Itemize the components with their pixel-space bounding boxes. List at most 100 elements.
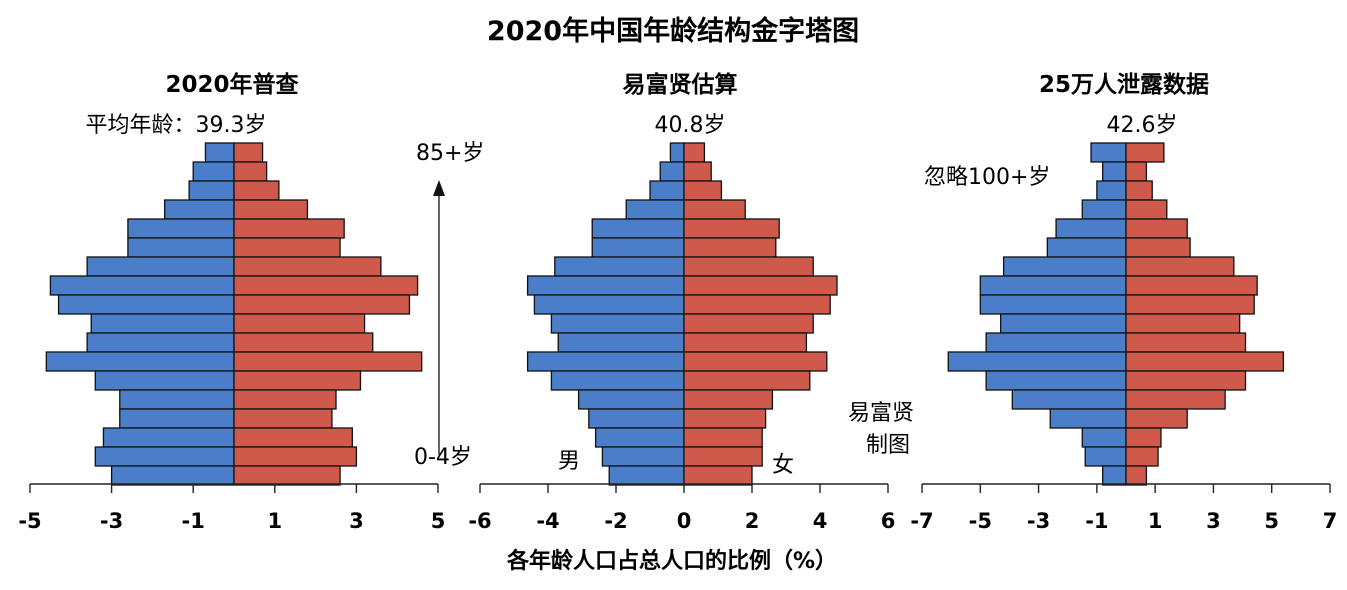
bar-male-8 bbox=[533, 294, 685, 315]
x-tick-label: 5 bbox=[1264, 509, 1279, 533]
bar-female-8 bbox=[1125, 294, 1255, 315]
bar-female-1 bbox=[1125, 161, 1148, 182]
bar-female-12 bbox=[1125, 370, 1247, 391]
bar-male-13 bbox=[119, 389, 235, 410]
x-tick-label: -3 bbox=[100, 509, 123, 533]
bar-male-3 bbox=[625, 199, 685, 220]
female-label: 女 bbox=[772, 453, 794, 478]
panel-title: 2020年普查 bbox=[165, 71, 298, 98]
bar-male-16 bbox=[94, 446, 235, 467]
age-arrow-head-icon bbox=[433, 180, 445, 196]
bar-female-9 bbox=[233, 313, 366, 334]
bar-male-7 bbox=[49, 275, 235, 296]
bar-female-0 bbox=[233, 142, 264, 163]
pyramid-panel-2: 易富贤估算 40.8岁 -6 -4 -2 0 2 4 6 bbox=[468, 71, 895, 533]
bar-female-0 bbox=[1125, 142, 1165, 163]
bar-female-13 bbox=[683, 389, 774, 410]
bar-female-16 bbox=[233, 446, 358, 467]
bar-male-6 bbox=[554, 256, 685, 277]
bar-female-7 bbox=[683, 275, 838, 296]
bar-female-5 bbox=[233, 237, 341, 258]
bar-male-4 bbox=[127, 218, 235, 239]
bar-female-17 bbox=[683, 465, 753, 486]
bar-male-7 bbox=[979, 275, 1127, 296]
bar-female-13 bbox=[233, 389, 337, 410]
bar-female-2 bbox=[1125, 180, 1153, 201]
bar-female-15 bbox=[1125, 427, 1162, 448]
x-tick-label: 1 bbox=[1148, 509, 1163, 533]
bar-female-15 bbox=[683, 427, 763, 448]
bar-male-4 bbox=[591, 218, 685, 239]
bar-female-7 bbox=[1125, 275, 1258, 296]
bar-male-0 bbox=[204, 142, 235, 163]
bar-male-15 bbox=[1081, 427, 1127, 448]
bar-male-12 bbox=[550, 370, 685, 391]
bar-male-6 bbox=[86, 256, 235, 277]
x-axis-label: 各年龄人口占总人口的比例（%） bbox=[506, 548, 837, 574]
bar-male-5 bbox=[1046, 237, 1127, 258]
bar-male-2 bbox=[1096, 180, 1127, 201]
bar-female-7 bbox=[233, 275, 419, 296]
bar-female-5 bbox=[1125, 237, 1191, 258]
bar-female-8 bbox=[233, 294, 411, 315]
credit-line-2: 制图 bbox=[866, 433, 910, 458]
bar-male-9 bbox=[90, 313, 235, 334]
bar-female-10 bbox=[233, 332, 374, 353]
x-tick-label: 0 bbox=[677, 509, 692, 533]
bar-male-9 bbox=[1000, 313, 1127, 334]
bar-female-6 bbox=[683, 256, 814, 277]
bar-male-17 bbox=[1102, 465, 1127, 486]
bar-male-5 bbox=[591, 237, 685, 258]
bar-female-3 bbox=[233, 199, 309, 220]
bar-female-11 bbox=[683, 351, 828, 372]
bar-male-1 bbox=[192, 161, 235, 182]
bar-male-8 bbox=[979, 294, 1127, 315]
bar-male-3 bbox=[1081, 199, 1127, 220]
bar-male-10 bbox=[557, 332, 685, 353]
bar-male-15 bbox=[594, 427, 685, 448]
bar-female-14 bbox=[233, 408, 333, 429]
bar-male-10 bbox=[985, 332, 1127, 353]
x-tick-label: -3 bbox=[1027, 509, 1050, 533]
mean-age-annotation: 42.6岁 bbox=[1107, 113, 1178, 138]
bar-female-2 bbox=[233, 180, 280, 201]
bar-male-7 bbox=[526, 275, 685, 296]
bar-male-0 bbox=[1090, 142, 1127, 163]
bar-female-6 bbox=[233, 256, 382, 277]
bar-male-13 bbox=[1011, 389, 1127, 410]
bar-male-4 bbox=[1055, 218, 1127, 239]
bar-male-5 bbox=[127, 237, 235, 258]
bar-female-17 bbox=[233, 465, 341, 486]
arrow-bottom-label: 0-4岁 bbox=[414, 445, 472, 470]
x-tick-label: 2 bbox=[745, 509, 760, 533]
x-tick-label: 5 bbox=[431, 509, 446, 533]
panel-title: 25万人泄露数据 bbox=[1039, 72, 1209, 98]
bar-female-3 bbox=[683, 199, 746, 220]
bar-male-12 bbox=[985, 370, 1127, 391]
male-label: 男 bbox=[558, 449, 580, 474]
arrow-top-label: 85+岁 bbox=[416, 141, 484, 166]
bar-male-11 bbox=[526, 351, 685, 372]
bar-female-13 bbox=[1125, 389, 1226, 410]
bar-female-11 bbox=[233, 351, 423, 372]
bar-male-10 bbox=[86, 332, 235, 353]
x-tick-label: 4 bbox=[813, 509, 828, 533]
bar-male-14 bbox=[1049, 408, 1127, 429]
bar-male-0 bbox=[669, 142, 685, 163]
mean-age-annotation: 平均年龄：39.3岁 bbox=[86, 113, 267, 138]
panel-title: 易富贤估算 bbox=[623, 71, 738, 98]
bar-male-17 bbox=[110, 465, 235, 486]
x-tick-label: -6 bbox=[468, 509, 491, 533]
bar-female-9 bbox=[683, 313, 814, 334]
bar-female-8 bbox=[683, 294, 831, 315]
bar-male-9 bbox=[550, 313, 685, 334]
bar-female-12 bbox=[233, 370, 362, 391]
bar-female-10 bbox=[683, 332, 808, 353]
bar-female-4 bbox=[1125, 218, 1188, 239]
bar-male-16 bbox=[1084, 446, 1127, 467]
